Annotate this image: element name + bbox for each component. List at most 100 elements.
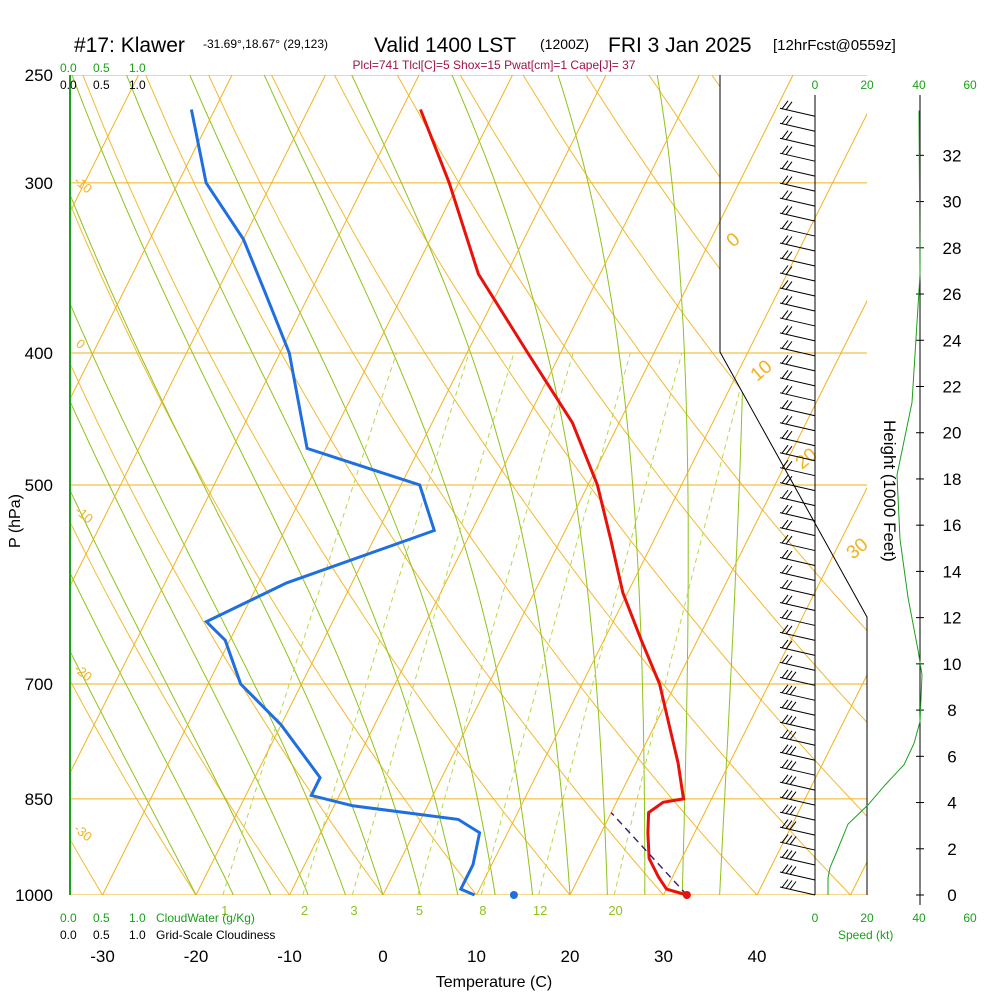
mixing-ratio-label: 3 <box>350 903 357 918</box>
wind-barb <box>779 669 816 686</box>
wind-barb <box>779 519 816 537</box>
barb-flag <box>781 549 789 559</box>
barb-staff <box>779 616 816 626</box>
barb-staff <box>779 751 816 761</box>
wind-barb <box>779 340 816 357</box>
svg-text:0.5: 0.5 <box>93 61 110 75</box>
barb-flag <box>785 146 793 155</box>
barb-flag <box>785 311 793 320</box>
wind-barb <box>779 714 816 731</box>
barb-flag <box>781 340 789 349</box>
barb-staff <box>779 706 816 716</box>
barb-flag <box>781 519 789 529</box>
barb-flag <box>789 686 797 696</box>
moist-adiabat <box>451 75 608 895</box>
barb-flag <box>781 205 789 214</box>
mixing-ratio-label: 2 <box>301 903 308 918</box>
barb-staff <box>779 347 816 357</box>
isotherm-label-left: -30 <box>71 821 95 845</box>
speed-top-scale: 0 20 40 60 <box>812 78 977 92</box>
wind-barb <box>779 280 816 297</box>
dry-adiabat <box>82 75 571 895</box>
mixing-ratio-line <box>417 352 574 895</box>
barb-flag <box>789 806 797 815</box>
barb-flag <box>785 670 793 680</box>
svg-text:0.5: 0.5 <box>93 78 110 92</box>
barb-flag <box>781 145 789 154</box>
wind-barb <box>779 864 816 881</box>
isotherm <box>756 673 867 895</box>
barb-flag <box>785 371 793 380</box>
wind-barb <box>779 834 816 851</box>
barb-flag <box>789 701 797 711</box>
wind-barb <box>779 639 816 656</box>
isotherm <box>289 75 700 895</box>
barb-flag <box>781 594 789 604</box>
barb-flag <box>781 624 789 634</box>
valid-time: Valid 1400 LST <box>374 34 516 57</box>
barb-flag <box>785 161 793 170</box>
barb-flag <box>785 131 793 141</box>
wind-barb <box>779 774 816 791</box>
barb-flag <box>785 865 793 874</box>
moist-adiabat <box>70 75 234 895</box>
height-label-0: 0 <box>947 886 956 905</box>
temp-label--20: -20 <box>184 947 209 966</box>
barb-staff <box>779 631 816 641</box>
barb-flag <box>781 849 789 858</box>
isotherm <box>569 299 867 895</box>
barb-staff <box>779 691 816 701</box>
barb-flag <box>785 595 793 605</box>
moist-adiabat <box>70 75 384 895</box>
moist-adiabat <box>70 75 347 895</box>
barb-flag <box>781 834 789 843</box>
barb-staff <box>779 242 816 252</box>
barb-staff <box>779 886 816 896</box>
temperature-tick-labels: -30 -20 -10 0 10 20 30 40 <box>90 947 766 966</box>
dry-adiabat <box>145 75 664 895</box>
barb-flag <box>789 761 797 770</box>
wind-barb <box>779 879 816 896</box>
barb-flag <box>781 115 789 125</box>
mixing-ratio-labels: 1 2 3 5 8 12 20 <box>221 903 623 918</box>
isotherm <box>70 75 233 401</box>
isotherm-label-0: 0 <box>723 229 745 252</box>
wind-barb <box>779 789 816 806</box>
height-label-14: 14 <box>943 562 962 581</box>
dry-adiabat <box>271 75 851 895</box>
surface-dewpoint-dot <box>509 891 518 899</box>
barb-flag <box>789 776 797 785</box>
moist-adiabat <box>70 75 272 895</box>
barb-flag <box>785 850 793 859</box>
wind-barb <box>779 325 816 342</box>
barb-flag <box>781 429 789 439</box>
barb-flag <box>781 684 789 694</box>
height-label-24: 24 <box>943 331 962 350</box>
barb-flag <box>781 235 789 244</box>
moist-adiabat <box>70 75 197 895</box>
svg-text:0: 0 <box>812 911 819 925</box>
temp-label-40: 40 <box>748 947 767 966</box>
barb-flag <box>789 731 797 741</box>
barb-staff <box>779 557 816 567</box>
temperature-line <box>419 108 688 897</box>
mixing-ratio-label: 20 <box>608 903 622 918</box>
isotherm-label-left: -10 <box>71 173 95 197</box>
dewpoint-line <box>189 109 482 897</box>
barb-flag <box>789 866 797 875</box>
isotherm <box>70 75 326 588</box>
dry-adiabat <box>396 75 867 895</box>
svg-text:40: 40 <box>912 911 926 925</box>
height-label-16: 16 <box>943 516 962 535</box>
barb-flag <box>781 130 789 140</box>
wind-barb <box>779 504 816 522</box>
barb-flag <box>785 655 793 665</box>
height-label-2: 2 <box>947 840 956 859</box>
barb-flag <box>781 474 789 484</box>
wind-barb <box>779 684 816 701</box>
moist-adiabat <box>263 75 534 895</box>
barb-staff <box>779 137 816 147</box>
cloudwater-top-scale: 0.0 0.5 1.0 0.0 0.5 1.0 <box>60 61 146 92</box>
barb-flag <box>781 175 789 184</box>
